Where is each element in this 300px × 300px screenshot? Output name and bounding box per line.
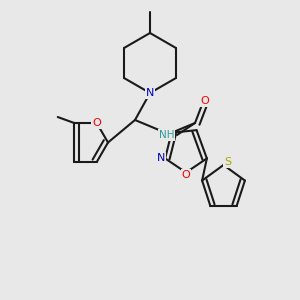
Text: O: O <box>200 96 209 106</box>
Text: N: N <box>157 153 165 164</box>
Text: O: O <box>182 170 190 181</box>
Text: N: N <box>146 88 154 98</box>
Text: NH: NH <box>159 130 174 140</box>
Text: S: S <box>224 157 232 167</box>
Text: O: O <box>92 118 101 128</box>
